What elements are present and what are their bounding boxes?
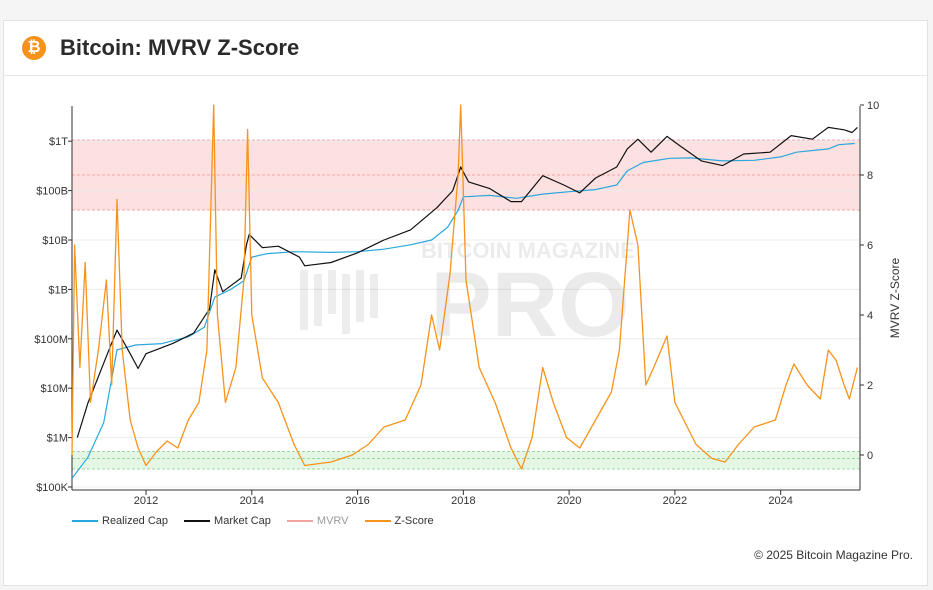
chart-card: ₿ Bitcoin: MVRV Z-Score — [3, 20, 928, 586]
legend-label: Realized Cap — [102, 515, 169, 527]
legend-item-z-score[interactable]: Z-Score — [364, 515, 434, 527]
legend-label: Market Cap — [214, 515, 271, 527]
watermark-logo-bar — [328, 270, 336, 314]
x-tick-label: 2012 — [134, 495, 158, 507]
watermark-line2: PRO — [430, 254, 629, 356]
y-tick-label-right: 0 — [867, 450, 873, 462]
legend-swatch — [286, 520, 313, 523]
y-tick-label-left: $1M — [47, 433, 68, 445]
y-tick-label-left: $1B — [48, 284, 68, 296]
y-tick-label-left: $100K — [36, 482, 68, 494]
copyright: © 2025 Bitcoin Magazine Pro. — [754, 548, 913, 562]
page-title: Bitcoin: MVRV Z-Score — [60, 35, 300, 60]
legend-swatch — [184, 520, 211, 523]
watermark-logo-bar — [314, 274, 322, 326]
x-tick-label: 2018 — [451, 495, 475, 507]
legend-swatch — [364, 520, 391, 523]
x-tick-label: 2014 — [240, 495, 264, 507]
chart-header: ₿ Bitcoin: MVRV Z-Score — [4, 21, 927, 76]
y-tick-label-right: 8 — [867, 170, 873, 182]
bitcoin-icon: ₿ — [22, 36, 46, 60]
y-tick-label-left: $100B — [36, 186, 68, 198]
x-tick-label: 2016 — [345, 495, 369, 507]
x-tick-label: 2024 — [768, 495, 792, 507]
legend-swatch — [72, 520, 98, 523]
watermark-logo-bar — [370, 274, 378, 318]
x-tick-label: 2022 — [663, 495, 687, 507]
y-tick-label-right: 6 — [867, 240, 873, 252]
watermark-line1: BITCOIN MAGAZINE — [421, 238, 635, 263]
y-tick-label-right: 4 — [867, 310, 873, 322]
y-tick-label-right: 2 — [867, 380, 873, 392]
series-line-z-score — [71, 104, 859, 470]
legend-item-realized-cap[interactable]: Realized Cap — [72, 515, 168, 527]
legend-item-mvrv[interactable]: MVRV — [286, 515, 349, 527]
legend-label: Z-Score — [394, 515, 434, 527]
y-tick-label-right: 10 — [867, 100, 879, 112]
watermark-logo-bar — [356, 270, 364, 322]
watermark-logo-bar — [342, 274, 350, 334]
zone-band-high — [72, 140, 860, 210]
y-axis-label-right: MVRV Z-Score — [888, 257, 902, 338]
legend-item-market-cap[interactable]: Market Cap — [184, 515, 271, 527]
legend-label: MVRV — [316, 515, 349, 527]
y-tick-label-left: $100M — [34, 334, 68, 346]
y-tick-label-left: $1T — [49, 136, 68, 148]
x-tick-label: 2020 — [557, 495, 581, 507]
series-line-market-cap — [76, 126, 858, 438]
y-tick-label-left: $10B — [42, 235, 68, 247]
watermark-logo-bar — [300, 270, 308, 330]
zone-band-low — [72, 451, 860, 469]
y-tick-label-left: $10M — [40, 383, 68, 395]
chart-legend: Realized Cap Market Cap MVRV Z-Score — [72, 515, 450, 527]
